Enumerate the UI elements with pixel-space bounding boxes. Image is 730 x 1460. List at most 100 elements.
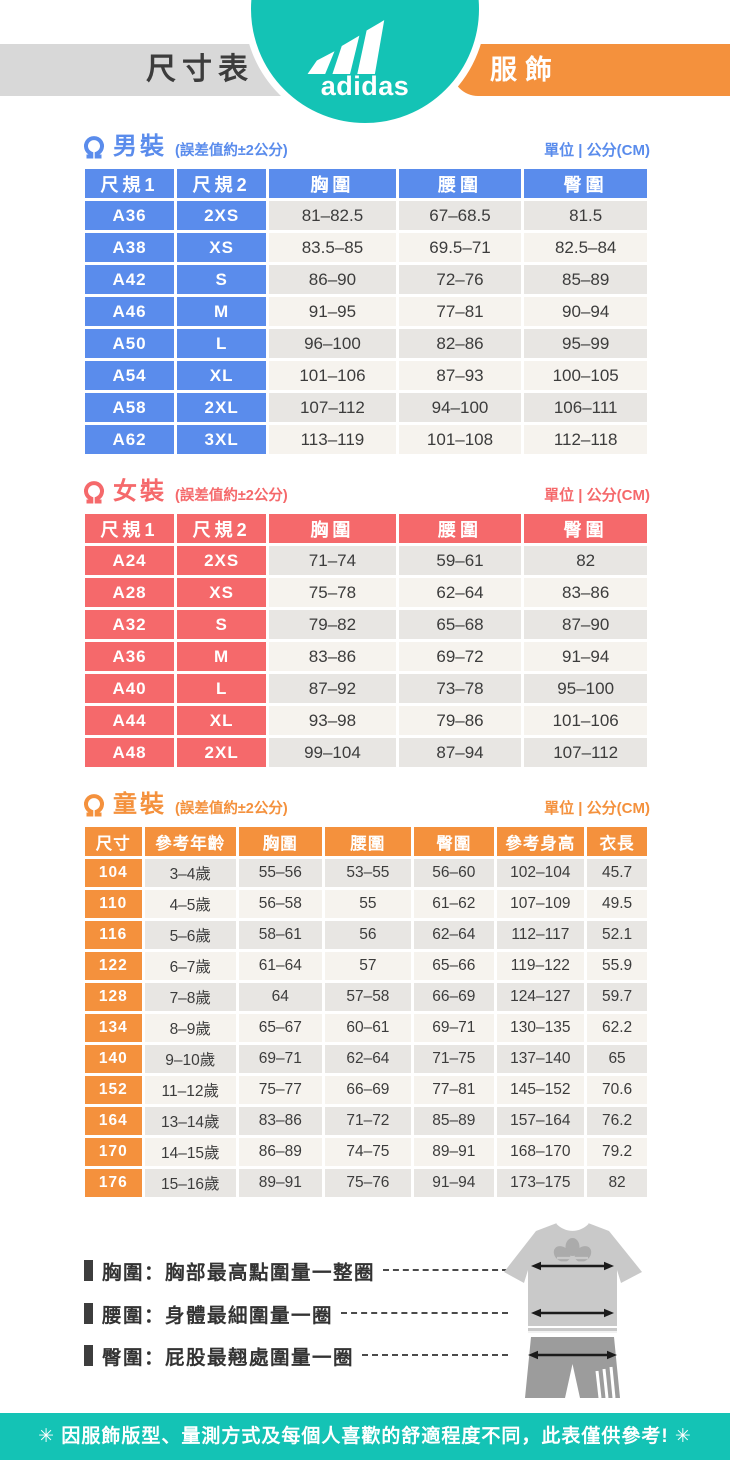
- dashed-connector: [362, 1354, 508, 1356]
- table-row: 116 5–6歲 58–61 56 62–64 112–117 52.1: [85, 921, 647, 949]
- measure-cell: 76.2: [587, 1107, 647, 1135]
- measure-cell: 91–95: [269, 297, 396, 326]
- adidas-wordmark: adidas: [320, 71, 410, 101]
- measure-cell: 56–60: [414, 859, 494, 887]
- table-row: A38 XS 83.5–85 69.5–71 82.5–84: [85, 233, 647, 262]
- measure-cell: 145–152: [496, 1076, 585, 1104]
- column-header: 尺規2: [177, 169, 267, 198]
- collar-line: [556, 1222, 589, 1231]
- table-row: A50 L 96–100 82–86 95–99: [85, 329, 647, 358]
- person-icon: [84, 481, 104, 504]
- size-cell: A62: [85, 425, 175, 454]
- measure-cell: 101–106: [269, 361, 396, 390]
- size-cell: L: [177, 329, 267, 358]
- column-header: 胸圍: [269, 169, 396, 198]
- table-header-row: 尺規1 尺規2 胸圍 腰圍 臀圍: [85, 514, 647, 543]
- legend-hip: 臀圍：屁股最翹處圍量一圈: [84, 1343, 508, 1369]
- measure-cell: 90–94: [524, 297, 647, 326]
- measure-cell: 59.7: [587, 983, 647, 1011]
- measure-cell: 119–122: [496, 952, 585, 980]
- tolerance-note: (誤差值約±2公分): [175, 142, 288, 159]
- measure-cell: 61–62: [414, 890, 494, 918]
- measure-cell: 69–71: [414, 1014, 494, 1042]
- measure-cell: 62–64: [414, 921, 494, 949]
- measure-cell: 8–9歲: [144, 1014, 236, 1042]
- measure-cell: 79.2: [587, 1138, 647, 1166]
- size-cell: M: [177, 642, 267, 671]
- measure-cell: 69–72: [398, 642, 522, 671]
- section-kids: 童裝 (誤差值約±2公分) 單位 | 公分(CM) 尺寸 參考年齡 胸圍 腰圍 臀圍 參考…: [82, 790, 650, 1200]
- column-header: 胸圍: [238, 827, 322, 856]
- measure-cell: 58–61: [238, 921, 322, 949]
- tshirt-body: [504, 1223, 642, 1333]
- size-cell: M: [177, 297, 267, 326]
- unit-label: 單位 | 公分(CM): [544, 799, 650, 817]
- measure-cell: 95–100: [524, 674, 647, 703]
- measure-cell: 74–75: [324, 1138, 412, 1166]
- measure-cell: 87–92: [269, 674, 396, 703]
- section-women: 女裝 (誤差值約±2公分) 單位 | 公分(CM) 尺規1 尺規2 胸圍 腰圍 臀圍 A2…: [82, 477, 650, 770]
- size-cell: 134: [85, 1014, 142, 1042]
- unit-label: 單位 | 公分(CM): [544, 141, 650, 159]
- column-header: 參考身高: [496, 827, 585, 856]
- measure-cell: 113–119: [269, 425, 396, 454]
- measure-cell: 93–98: [269, 706, 396, 735]
- table-row: A62 3XL 113–119 101–108 112–118: [85, 425, 647, 454]
- column-header: 參考年齡: [144, 827, 236, 856]
- size-cell: XL: [177, 361, 267, 390]
- size-cell: A54: [85, 361, 175, 390]
- table-row: 140 9–10歲 69–71 62–64 71–75 137–140 65: [85, 1045, 647, 1073]
- footer-disclaimer: ✳ 因服飾版型、量測方式及每個人喜歡的舒適程度不同，此表僅供參考! ✳: [0, 1413, 730, 1460]
- measure-cell: 65: [587, 1045, 647, 1073]
- kids-section-header: 童裝 (誤差值約±2公分) 單位 | 公分(CM): [82, 790, 650, 820]
- measure-cell: 79–82: [269, 610, 396, 639]
- unit-label: 單位 | 公分(CM): [544, 486, 650, 504]
- measure-cell: 65–68: [398, 610, 522, 639]
- size-cell: L: [177, 674, 267, 703]
- table-row: A48 2XL 99–104 87–94 107–112: [85, 738, 647, 767]
- measure-cell: 75–76: [324, 1169, 412, 1197]
- measure-cell: 5–6歲: [144, 921, 236, 949]
- table-row: A54 XL 101–106 87–93 100–105: [85, 361, 647, 390]
- measure-cell: 15–16歲: [144, 1169, 236, 1197]
- kids-section-title: 童裝: [113, 791, 167, 818]
- table-row: A46 M 91–95 77–81 90–94: [85, 297, 647, 326]
- column-header: 胸圍: [269, 514, 396, 543]
- measure-cell: 137–140: [496, 1045, 585, 1073]
- measure-cell: 95–99: [524, 329, 647, 358]
- measure-cell: 72–76: [398, 265, 522, 294]
- column-header: 腰圍: [398, 169, 522, 198]
- measure-cell: 107–112: [524, 738, 647, 767]
- person-icon: [84, 136, 104, 159]
- measurement-legend: 胸圍：胸部最高點圍量一整圈 腰圍：身體最細圍量一圈 臀圍：屁股最翹處圍量一圈: [0, 1212, 730, 1400]
- column-header: 尺規1: [85, 169, 175, 198]
- measure-cell: 82.5–84: [524, 233, 647, 262]
- table-row: A42 S 86–90 72–76 85–89: [85, 265, 647, 294]
- adidas-three-bars-icon: [307, 20, 385, 74]
- table-row: 170 14–15歲 86–89 74–75 89–91 168–170 79.2: [85, 1138, 647, 1166]
- table-row: A58 2XL 107–112 94–100 106–111: [85, 393, 647, 422]
- legend-waist-text: 腰圍：身體最細圍量一圈: [102, 1304, 334, 1327]
- size-cell: A40: [85, 674, 175, 703]
- measure-cell: 82–86: [398, 329, 522, 358]
- measure-cell: 57: [324, 952, 412, 980]
- dashed-connector: [341, 1312, 508, 1314]
- measure-cell: 67–68.5: [398, 201, 522, 230]
- measure-cell: 77–81: [414, 1076, 494, 1104]
- tolerance-note: (誤差值約±2公分): [175, 487, 288, 504]
- size-cell: 128: [85, 983, 142, 1011]
- legend-hip-text: 臀圍：屁股最翹處圍量一圈: [102, 1346, 355, 1369]
- measure-cell: 99–104: [269, 738, 396, 767]
- measure-cell: 91–94: [524, 642, 647, 671]
- table-row: 122 6–7歲 61–64 57 65–66 119–122 55.9: [85, 952, 647, 980]
- measure-cell: 55: [324, 890, 412, 918]
- tolerance-note: (誤差值約±2公分): [175, 800, 288, 817]
- measure-cell: 59–61: [398, 546, 522, 575]
- measure-cell: 73–78: [398, 674, 522, 703]
- measure-cell: 14–15歲: [144, 1138, 236, 1166]
- size-cell: 3XL: [177, 425, 267, 454]
- hip-arrow: [528, 1350, 617, 1360]
- waist-arrow: [531, 1308, 614, 1318]
- section-men: 男裝 (誤差值約±2公分) 單位 | 公分(CM) 尺規1 尺規2 胸圍 腰圍 臀圍 A3…: [82, 132, 650, 457]
- size-cell: 176: [85, 1169, 142, 1197]
